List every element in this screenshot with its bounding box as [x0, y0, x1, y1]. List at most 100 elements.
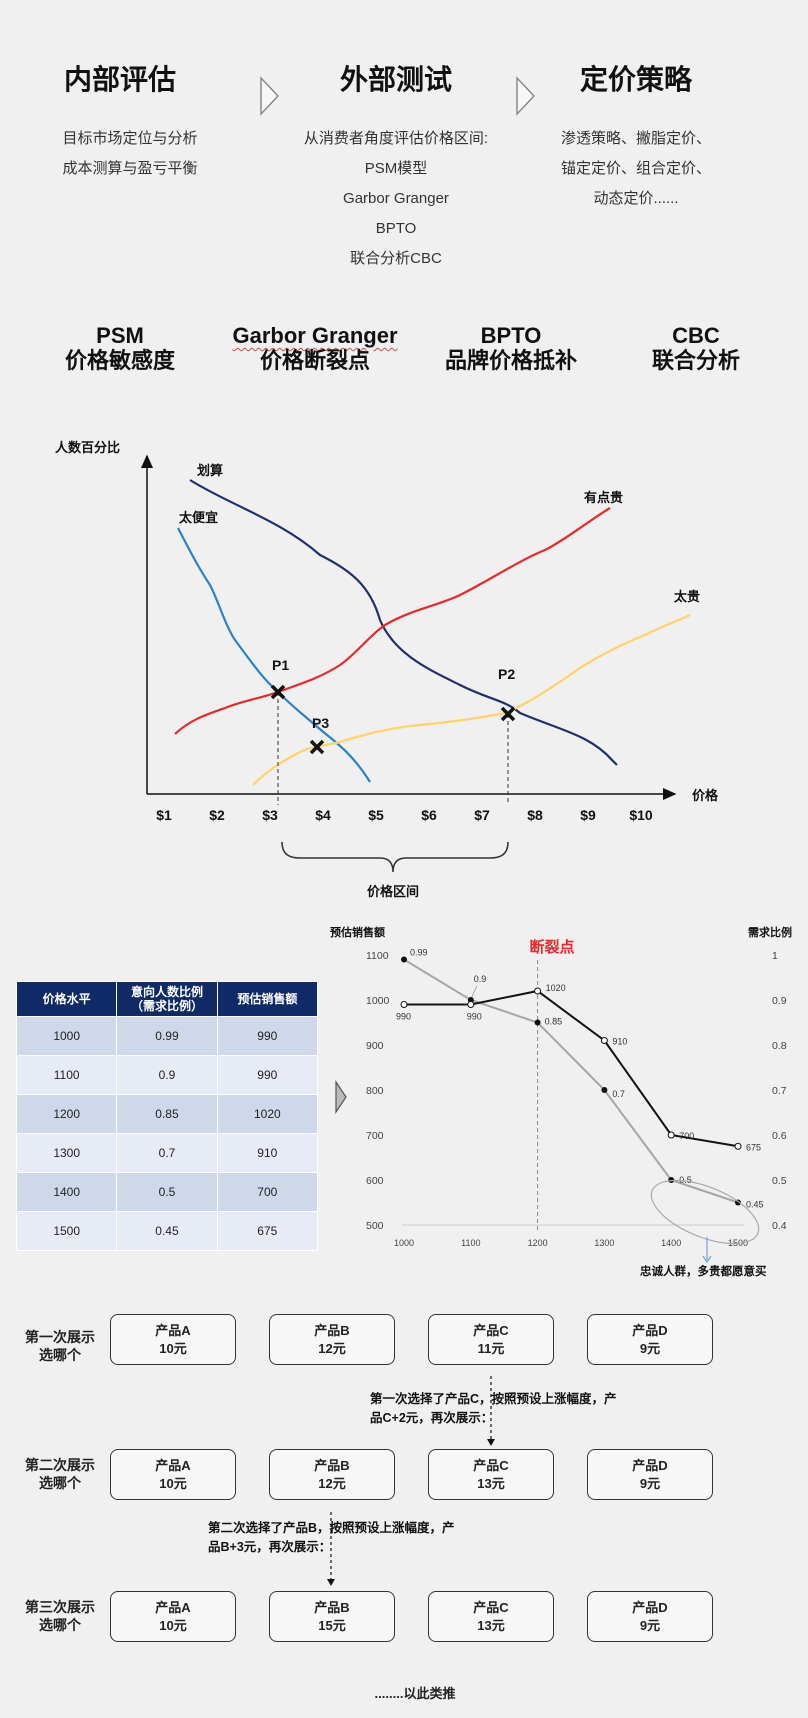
product-card[interactable]: 产品D 9元: [587, 1314, 713, 1365]
cell-price: 1200: [15, 1094, 118, 1134]
gg-sales-point: [467, 1001, 475, 1008]
gg-right-tick: 0.6: [772, 1130, 787, 1142]
gg-right-tick: 0.7: [772, 1085, 787, 1097]
method-bpto: BPTO 品牌价格抵补: [411, 323, 611, 373]
x-mark-icon: [500, 706, 516, 722]
product-price: 10元: [159, 1476, 187, 1491]
method-abbr: PSM: [96, 323, 144, 348]
psm-tick-label: $7: [474, 807, 490, 823]
x-mark-icon: [270, 684, 286, 700]
gg-break-label: 断裂点: [529, 938, 574, 956]
header-demand: 意向人数比例 （需求比例）: [116, 981, 218, 1017]
gg-callout: 忠诚人群，多贵都愿意买: [640, 1264, 767, 1278]
gg-sales-point: [667, 1131, 675, 1139]
gg-left-tick: 800: [366, 1085, 384, 1097]
table-row: 1100 0.9 990: [15, 1055, 319, 1095]
product-price: 11元: [477, 1341, 505, 1356]
cell-sales: 990: [216, 1016, 319, 1056]
product-card[interactable]: 产品C 13元: [428, 1449, 554, 1500]
gg-sales-label: 990: [396, 1012, 411, 1022]
product-card[interactable]: 产品B 12元: [269, 1314, 395, 1365]
gg-left-tick: 700: [366, 1130, 384, 1142]
product-card[interactable]: 产品B 12元: [269, 1449, 395, 1500]
price-range-brace: [281, 841, 509, 873]
product-card[interactable]: 产品C 13元: [428, 1591, 554, 1642]
psm-tick-label: $2: [209, 807, 225, 823]
product-price: 9元: [639, 1341, 661, 1356]
product-name: 产品B: [314, 1323, 350, 1338]
cell-demand: 0.5: [116, 1172, 218, 1212]
product-price: 9元: [639, 1476, 661, 1491]
method-name: 价格断裂点: [259, 348, 370, 373]
table-row: 1200 0.85 1020: [15, 1094, 319, 1134]
step-line: 从消费者角度评估价格区间:: [303, 130, 489, 147]
psm-tick-label: $5: [368, 807, 384, 823]
product-name: 产品B: [314, 1458, 350, 1473]
method-abbr: Garbor Granger: [232, 323, 398, 348]
psm-tick-label: $9: [580, 807, 596, 823]
cell-sales: 700: [216, 1172, 319, 1212]
product-card[interactable]: 产品D 9元: [587, 1591, 713, 1642]
chevron-right-icon: [516, 76, 536, 116]
label-bargain: 划算: [197, 463, 223, 478]
product-name: 产品C: [473, 1323, 509, 1338]
product-card[interactable]: 产品A 10元: [110, 1449, 236, 1500]
step-desc-internal: 目标市场定位与分析 成本测算与盈亏平衡: [30, 124, 230, 184]
product-card[interactable]: 产品C 11元: [428, 1314, 554, 1365]
callout-arrowhead: [702, 1255, 712, 1264]
step-desc-external: 从消费者角度评估价格区间: PSM模型 Garbor Granger BPTO …: [271, 124, 521, 274]
gg-left-tick: 600: [366, 1175, 384, 1187]
cell-sales: 675: [216, 1211, 319, 1251]
gg-sales-point: [400, 1001, 408, 1008]
table-row: 1000 0.99 990: [15, 1016, 319, 1056]
gg-sales-point: [534, 987, 542, 995]
label-expensive: 有点贵: [584, 490, 623, 505]
gg-sales-line: [404, 989, 739, 1148]
curve-expensive: [174, 507, 611, 735]
cell-sales: 990: [216, 1055, 319, 1095]
gg-demand-point: [401, 956, 407, 963]
chevron-right-icon: [335, 1080, 347, 1114]
point-p2: P2: [498, 666, 515, 682]
price-range-label: 价格区间: [367, 884, 419, 899]
gg-x-tick: 1000: [394, 1238, 414, 1248]
cell-demand: 0.9: [116, 1055, 218, 1095]
cell-price: 1000: [15, 1016, 118, 1056]
gg-left-tick: 900: [366, 1040, 384, 1052]
product-card[interactable]: 产品A 10元: [110, 1314, 236, 1365]
gg-chart-marks: 1100 1000 900 800 700 600 500 1 0.9 0.8 0.7 0.6 0.5 0…: [366, 948, 787, 1249]
product-card[interactable]: 产品D 9元: [587, 1449, 713, 1500]
psm-ylabel: 人数百分比: [55, 440, 120, 455]
gg-demand-label: 0.7: [612, 1089, 625, 1099]
gg-sales-label: 990: [467, 1012, 482, 1022]
product-card[interactable]: 产品A 10元: [110, 1591, 236, 1642]
label-too-expensive: 太贵: [673, 589, 700, 604]
chevron-right-icon: [260, 76, 280, 116]
table-header-row: 价格水平 意向人数比例 （需求比例） 预估销售额: [15, 981, 319, 1017]
step-line: PSM模型: [364, 160, 428, 177]
cell-price: 1300: [15, 1133, 118, 1173]
product-name: 产品B: [314, 1600, 350, 1615]
gg-x-tick: 1100: [461, 1238, 480, 1248]
psm-xlabel: 价格: [692, 788, 719, 803]
product-price: 12元: [318, 1476, 346, 1491]
gg-x-tick: 1400: [661, 1238, 681, 1248]
method-name: 联合分析: [651, 348, 740, 373]
step-title-internal: 内部评估: [63, 64, 176, 95]
method-gg: Garbor Granger 价格断裂点: [215, 323, 415, 373]
step-title-external: 外部测试: [339, 64, 452, 95]
step-title-strategy: 定价策略: [579, 64, 692, 95]
gg-demand-point: [601, 1087, 608, 1093]
arrowhead-down-icon: [487, 1439, 495, 1446]
psm-tick-label: $3: [262, 807, 278, 823]
gg-ylabel-left: 预估销售额: [330, 925, 385, 939]
product-name: 产品C: [473, 1600, 509, 1615]
product-name: 产品A: [155, 1323, 191, 1338]
product-price: 13元: [477, 1618, 505, 1633]
gg-demand-label: 0.45: [746, 1200, 764, 1210]
step-line: 渗透策略、撇脂定价、: [560, 130, 711, 147]
product-card[interactable]: 产品B 15元: [269, 1591, 395, 1642]
curve-bargain: [189, 479, 618, 766]
method-psm: PSM 价格敏感度: [20, 323, 220, 373]
psm-tick-label: $6: [421, 807, 437, 823]
